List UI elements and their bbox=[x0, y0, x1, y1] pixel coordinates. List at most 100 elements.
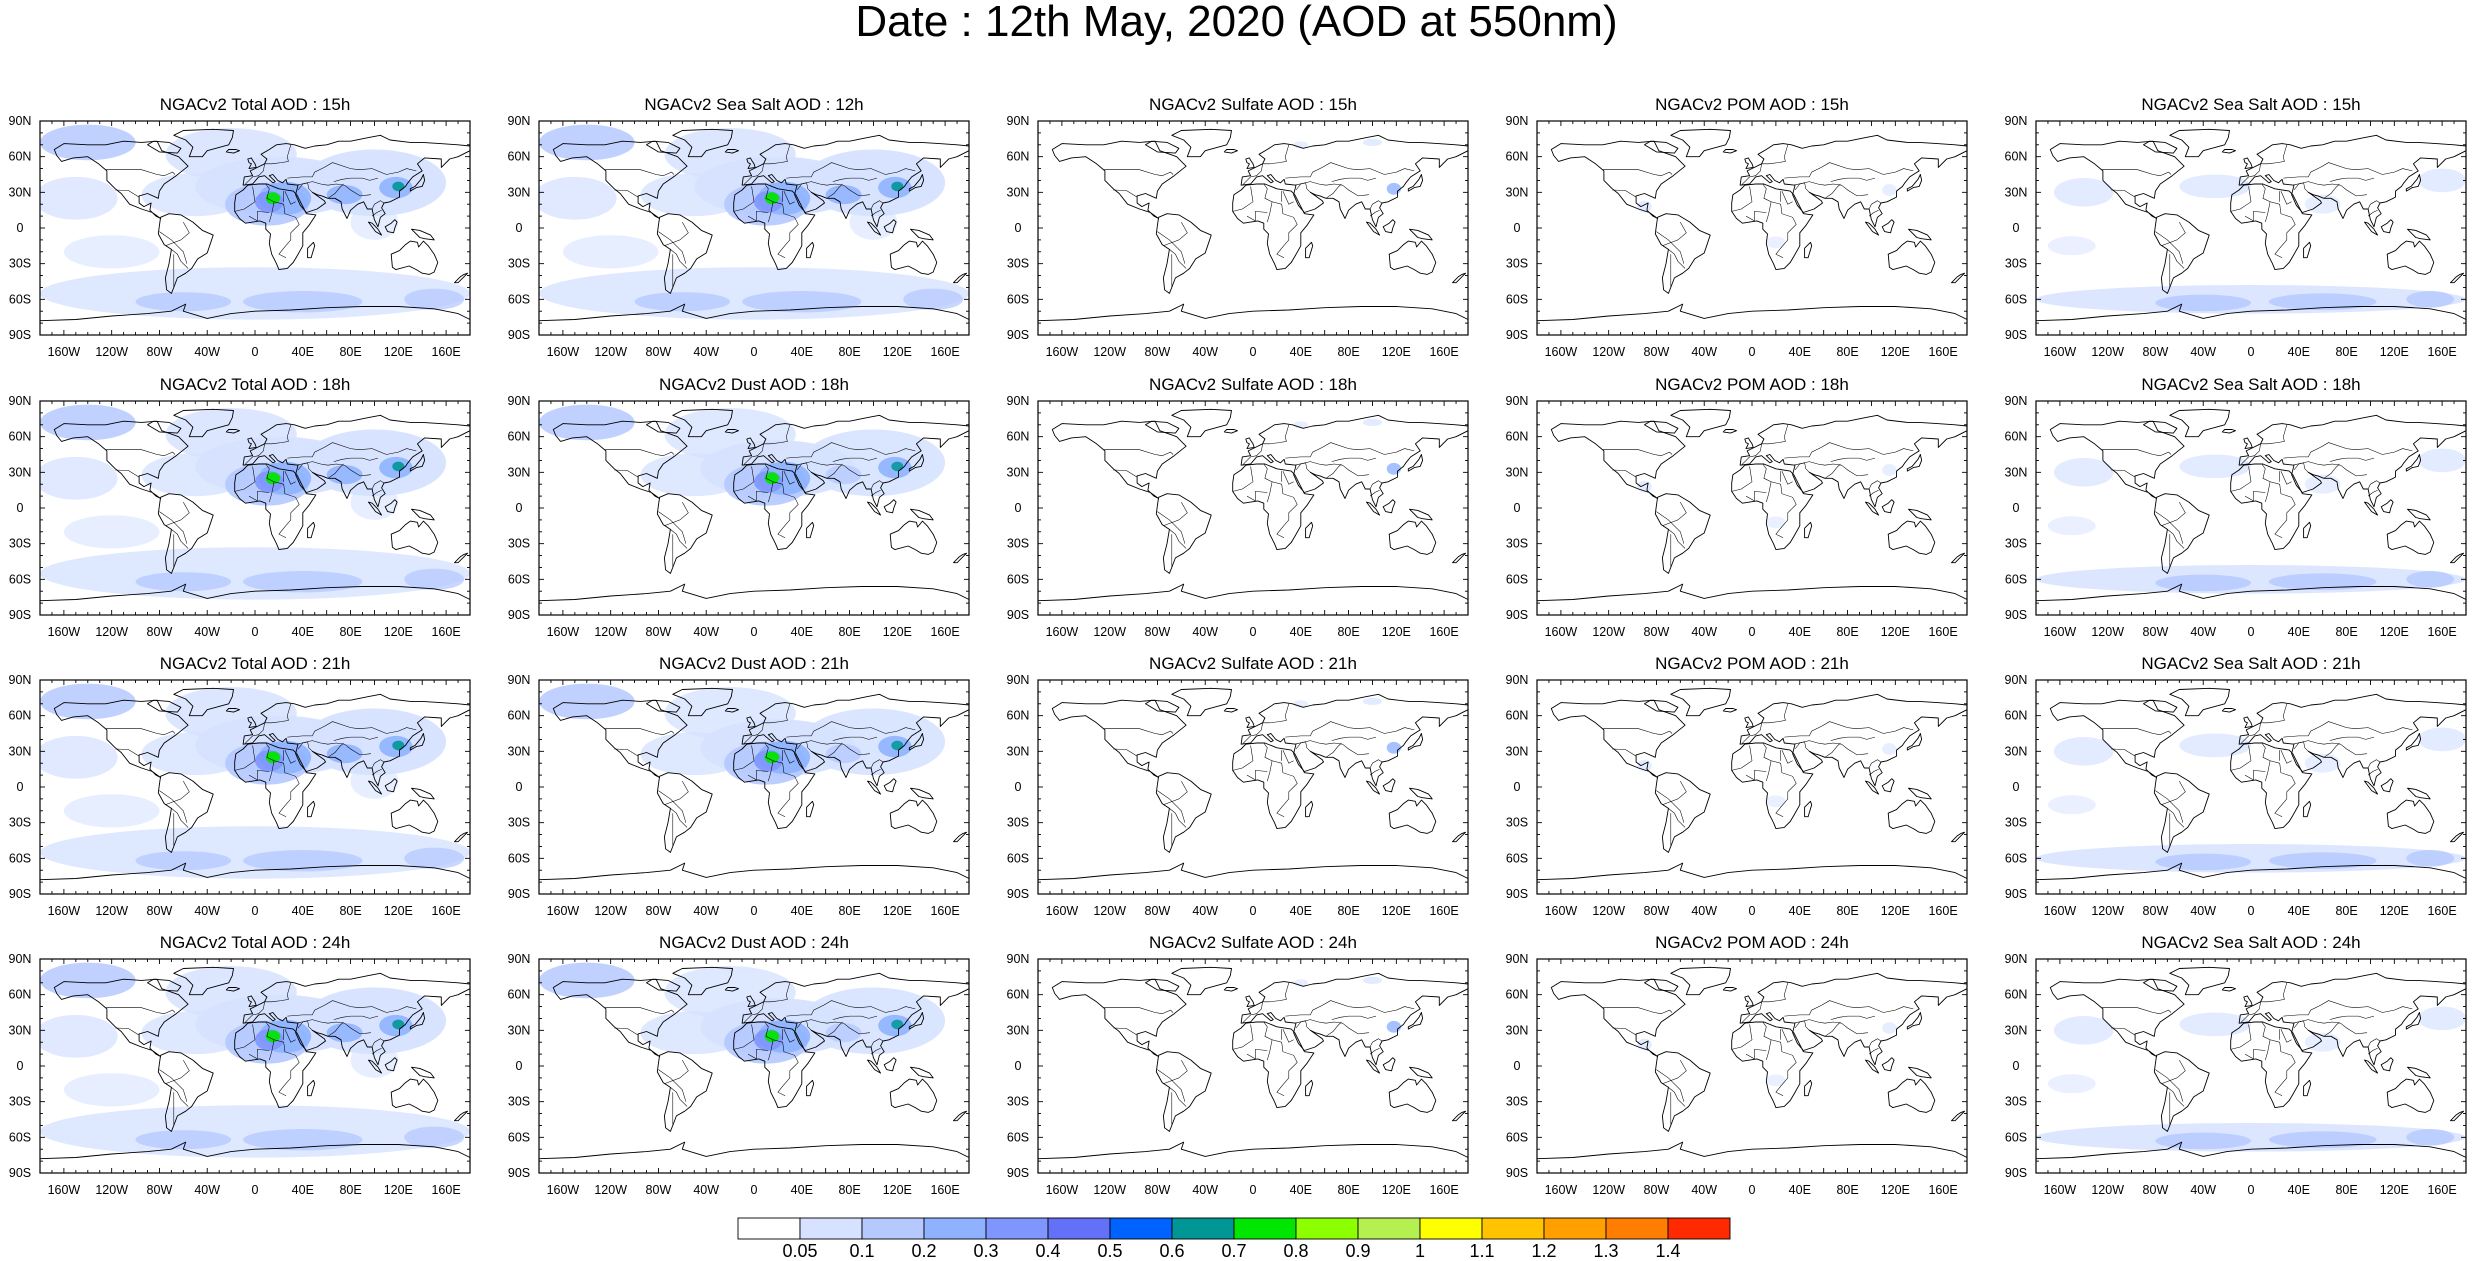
border-line bbox=[1784, 162, 1914, 179]
coastlines bbox=[40, 408, 470, 602]
country-borders bbox=[1103, 144, 1415, 288]
border-line bbox=[783, 190, 795, 205]
lon-tick-label: 160W bbox=[1046, 904, 1079, 918]
coastline-greenland bbox=[2169, 966, 2230, 996]
tick-marks bbox=[39, 958, 471, 1174]
lat-tick-label: 60S bbox=[508, 851, 530, 865]
lat-tick-label: 0 bbox=[516, 780, 523, 794]
border-line bbox=[658, 790, 687, 823]
border-line bbox=[287, 442, 417, 459]
colorbar-label: 1.1 bbox=[1469, 1241, 1494, 1261]
border-line bbox=[244, 703, 292, 745]
border-line bbox=[371, 759, 385, 769]
border-line bbox=[870, 209, 881, 217]
coastline-newguinea bbox=[910, 508, 934, 521]
coastline-japan bbox=[1906, 733, 1923, 751]
aod-region bbox=[404, 288, 465, 310]
world-map: 160W 120W 80W 40W 0 40E 80E 120E 160E 90N 60N 30N 0 3… bbox=[9, 394, 471, 639]
border-line bbox=[1282, 1028, 1294, 1043]
border-line bbox=[248, 770, 270, 781]
coastline-greenland bbox=[173, 128, 234, 158]
lon-tick-label: 120E bbox=[1881, 904, 1910, 918]
border-line bbox=[1325, 742, 1342, 758]
coastline-madagascar bbox=[806, 241, 815, 259]
lat-tick-label: 30S bbox=[9, 537, 31, 551]
border-line bbox=[1784, 1000, 1914, 1017]
coastline-borneo bbox=[384, 778, 398, 793]
coastline-africa bbox=[1232, 183, 1315, 271]
border-line bbox=[1868, 1038, 1882, 1048]
coastline-nz bbox=[1452, 831, 1467, 843]
lon-tick-label: 40E bbox=[1789, 345, 1811, 359]
lat-tick-label: 90S bbox=[508, 887, 530, 901]
aod-region bbox=[2179, 454, 2251, 479]
aod-field bbox=[2036, 727, 2466, 873]
border-line bbox=[747, 1049, 769, 1060]
border-line bbox=[2283, 442, 2413, 459]
border-line bbox=[234, 186, 256, 212]
coastline-namerica bbox=[2049, 978, 2185, 1057]
lon-tick-label: 80W bbox=[1145, 345, 1171, 359]
border-line bbox=[870, 759, 884, 769]
lon-tick-label: 80W bbox=[1145, 625, 1171, 639]
border-line bbox=[2280, 470, 2292, 485]
lat-tick-label: 60S bbox=[9, 292, 31, 306]
border-line bbox=[2261, 1021, 2296, 1096]
aod-region bbox=[1882, 184, 1897, 196]
colorbar-swatch bbox=[861, 1217, 925, 1240]
border-line bbox=[832, 177, 878, 182]
aod-region bbox=[2155, 853, 2251, 871]
lon-tick-label: 80E bbox=[2335, 1183, 2357, 1197]
coastline-borneo bbox=[1382, 1057, 1396, 1072]
aod-region bbox=[891, 461, 904, 472]
lon-tick-label: 160W bbox=[2044, 625, 2077, 639]
lat-tick-label: 30N bbox=[1007, 185, 1030, 199]
map-panel: NGACv2 Total AOD : 18h 160W 120W 80W 40W 0 40E… bbox=[0, 375, 500, 666]
coastline-sumatra bbox=[1865, 1059, 1880, 1074]
map-panel: NGACv2 Sulfate AOD : 18h 160W 120W 80W 40W 0 4… bbox=[998, 375, 1498, 666]
border-line bbox=[1232, 466, 1254, 492]
colorbar-label: 0.2 bbox=[911, 1241, 936, 1261]
aod-field bbox=[1293, 418, 1402, 475]
coastlines bbox=[539, 128, 969, 322]
tick-marks bbox=[1536, 400, 1968, 616]
aod-region bbox=[40, 1014, 118, 1058]
lat-tick-label: 30S bbox=[508, 1095, 530, 1109]
coastline-samerica bbox=[1654, 493, 1711, 574]
coastline-japan bbox=[908, 1012, 925, 1030]
coastline-uk bbox=[247, 716, 257, 729]
lon-tick-label: 120E bbox=[1382, 904, 1411, 918]
aod-region bbox=[404, 1126, 465, 1148]
lon-tick-label: 80E bbox=[339, 904, 361, 918]
tick-marks bbox=[1037, 679, 1469, 895]
map-panel: NGACv2 Dust AOD : 18h 160W 120W 80W 40W 0 40E 8… bbox=[499, 375, 999, 666]
lon-tick-label: 0 bbox=[252, 904, 259, 918]
border-line bbox=[2280, 190, 2292, 205]
border-line bbox=[333, 1015, 379, 1020]
coastline-sumatra bbox=[368, 1059, 383, 1074]
coastline-borneo bbox=[2380, 778, 2394, 793]
country-borders bbox=[2101, 144, 2413, 288]
coastline-namerica bbox=[2049, 699, 2185, 778]
coastline-australia bbox=[390, 520, 439, 555]
map-panel: NGACv2 Sea Salt AOD : 12h 160W 120W 80W 40W 0… bbox=[499, 95, 999, 386]
coastlines bbox=[2036, 128, 2466, 322]
coastline-uk bbox=[746, 157, 756, 170]
coastline-eurasia bbox=[242, 414, 470, 508]
coastline-iceland bbox=[225, 149, 240, 154]
lon-tick-label: 0 bbox=[751, 1183, 758, 1197]
coastline-greenland bbox=[1670, 687, 1731, 717]
coastline-greenland bbox=[1171, 687, 1232, 717]
coastline-antarctica bbox=[1038, 1141, 1468, 1160]
aod-region bbox=[1386, 1020, 1402, 1033]
border-line bbox=[1232, 1024, 1254, 1050]
coastline-borneo bbox=[1382, 778, 1396, 793]
coastline-africa bbox=[1731, 742, 1814, 830]
coastline-uk bbox=[1744, 157, 1754, 170]
coastline-baffin bbox=[646, 699, 681, 713]
panel-title: NGACv2 POM AOD : 24h bbox=[1655, 933, 1849, 952]
border-line bbox=[764, 742, 799, 817]
aod-region bbox=[2053, 1016, 2114, 1045]
aod-region bbox=[801, 987, 946, 1055]
map-frame bbox=[1536, 400, 1968, 616]
